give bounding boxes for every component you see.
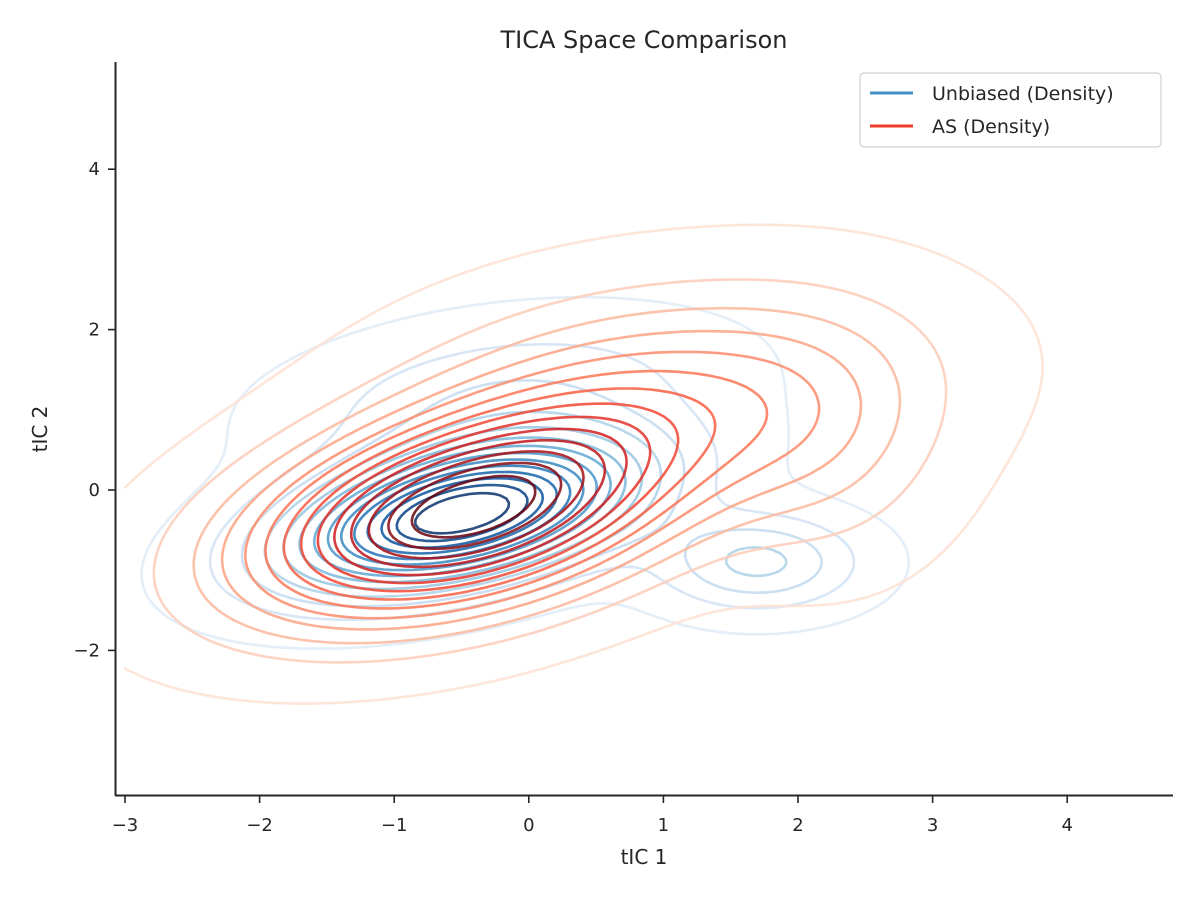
as-contour-level-1 (152, 278, 948, 664)
contour-area (123, 223, 1044, 705)
as-contour-level-8 (316, 415, 652, 585)
x-tick-label: −2 (246, 815, 273, 836)
unbiased-contour-level-13 (414, 491, 511, 535)
y-axis-label: tIC 2 (28, 406, 52, 453)
as-contour-level-4 (244, 350, 821, 620)
y-ticks: −2 0 2 4 (73, 159, 115, 661)
x-axis-label: tIC 1 (621, 845, 668, 869)
x-tick-label: 1 (658, 815, 669, 836)
legend-label-unbiased: Unbiased (Density) (932, 83, 1114, 105)
as-contour-level-0 (123, 223, 1044, 705)
as-contour-level-10 (349, 439, 607, 569)
as-contour-level-7 (299, 402, 680, 593)
x-tick-label: 0 (523, 815, 534, 836)
x-ticks: −3 −2 −1 0 1 2 3 4 (112, 796, 1073, 836)
y-tick-label: 0 (89, 480, 100, 501)
legend-box (859, 72, 1162, 148)
as-contour-level-3 (220, 329, 863, 631)
x-tick-label: 2 (792, 815, 803, 836)
as-contour-level-12 (387, 461, 563, 550)
unbiased-contour-level-4 (282, 425, 644, 591)
x-tick-label: −1 (381, 815, 408, 836)
chart-title: TICA Space Comparison (499, 26, 787, 54)
x-tick-label: −3 (112, 815, 139, 836)
y-tick-label: 4 (89, 159, 100, 180)
as-contour-level-5 (264, 369, 769, 610)
y-tick-label: −2 (73, 640, 100, 661)
legend-label-as: AS (Density) (932, 116, 1050, 138)
as-contour-level-11 (367, 450, 585, 560)
as-contour-level-6 (282, 387, 717, 601)
x-tick-label: 3 (927, 815, 938, 836)
y-tick-label: 2 (89, 320, 100, 341)
legend: Unbiased (Density) AS (Density) (859, 72, 1162, 148)
as-contour-level-2 (192, 306, 902, 645)
as-contour-level-13 (410, 474, 537, 539)
as-contour-level-9 (333, 427, 628, 577)
x-tick-label: 4 (1061, 815, 1072, 836)
